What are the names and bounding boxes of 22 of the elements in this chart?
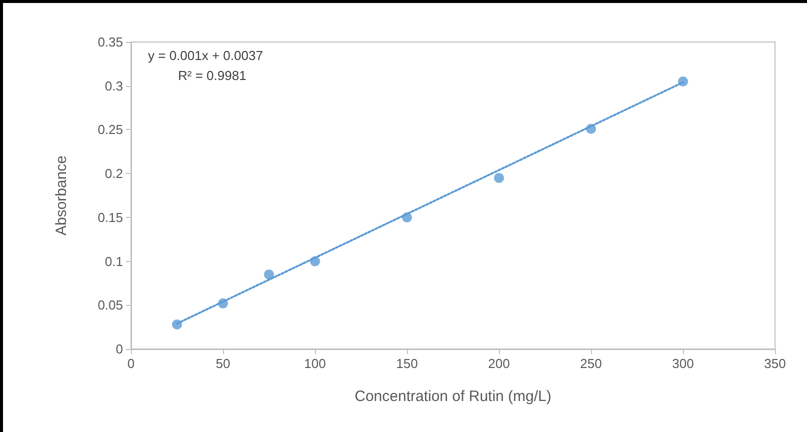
y-tick-label: 0.35 (98, 34, 123, 50)
y-tick-label: 0.1 (104, 254, 123, 269)
y-tick-label: 0.2 (104, 166, 123, 182)
x-tick-label: 100 (304, 356, 326, 371)
y-tick-label: 0 (116, 342, 123, 356)
x-tick-label: 300 (672, 356, 694, 371)
annotation: R² = 0.9981 (178, 68, 246, 83)
y-tick-label: 0.3 (104, 78, 123, 94)
x-tick-label: 250 (580, 356, 602, 371)
annotation: y = 0.001x + 0.0037 (148, 48, 263, 63)
x-tick-label: 50 (216, 356, 230, 371)
x-tick-label: 150 (396, 356, 418, 371)
point (494, 172, 504, 183)
x-axis-title: Concentration of Rutin (mg/L) (354, 388, 552, 405)
x-tick-label: 0 (127, 356, 135, 371)
point (264, 269, 274, 280)
x-tick-label: 350 (764, 356, 786, 371)
y-axis-title: Absorbance (53, 155, 70, 236)
y-tick-label: 0.15 (98, 210, 123, 225)
y-tick-label: 0.25 (98, 122, 123, 138)
x-tick-label: 200 (488, 356, 510, 371)
y-tick-label: 0.05 (98, 298, 123, 313)
